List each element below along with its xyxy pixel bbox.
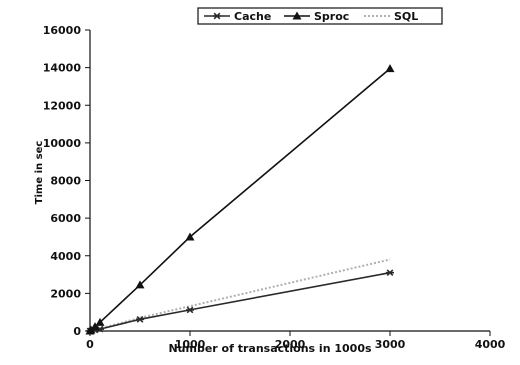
y-tick-label: 16000	[43, 24, 82, 37]
data-point-cache	[136, 315, 144, 323]
axes: 0 2000 4000 6000 8000 10000 12000 14000 16000 0 10…	[43, 24, 506, 351]
legend-marker-cache	[213, 12, 221, 20]
data-point-sproc	[135, 280, 145, 289]
y-tick-label: 10000	[43, 137, 82, 150]
x-tick-label: 4000	[475, 338, 506, 351]
data-point-cache	[186, 306, 194, 314]
series-sproc	[85, 64, 395, 335]
x-tick-label: 2000	[275, 338, 306, 351]
marker-stroke	[136, 315, 144, 323]
y-tick-label: 4000	[50, 250, 81, 263]
legend-item-sql: SQL	[364, 10, 418, 23]
series-layer	[85, 64, 395, 335]
y-tick-label: 12000	[43, 99, 82, 112]
series-cache	[86, 269, 394, 335]
series-line-cache	[89, 271, 391, 332]
y-tick-label: 14000	[43, 62, 82, 75]
x-tick-label: 1000	[175, 338, 206, 351]
marker-stroke	[213, 12, 221, 20]
legend-box	[197, 7, 443, 25]
y-tick-label: 8000	[50, 175, 81, 188]
x-tick-label: 0	[86, 338, 94, 351]
legend: Cache Sproc SQL	[197, 7, 443, 25]
x-tick-label: 3000	[375, 338, 406, 351]
x-axis-title: Number of transactions in 1000s	[168, 342, 372, 355]
data-point-sproc	[185, 232, 195, 241]
data-point-cache	[386, 269, 394, 277]
marker-stroke	[186, 306, 194, 314]
legend-item-cache: Cache	[204, 10, 271, 23]
data-point-sproc	[90, 322, 100, 331]
marker-stroke	[386, 269, 394, 277]
data-point-sproc	[385, 64, 395, 73]
marker-stroke	[96, 325, 104, 333]
legend-label-sql: SQL	[394, 10, 418, 23]
y-tick-label: 0	[73, 325, 81, 338]
legend-item-sproc: Sproc	[284, 10, 349, 23]
legend-label-sproc: Sproc	[314, 10, 349, 23]
y-tick-label: 6000	[50, 212, 81, 225]
y-tick-label: 2000	[50, 287, 81, 300]
y-axis-title: Time in sec	[34, 141, 45, 205]
legend-marker-sproc	[292, 11, 302, 20]
series-line-sproc	[89, 67, 391, 332]
legend-label-cache: Cache	[234, 10, 271, 23]
data-point-sproc	[95, 317, 105, 326]
